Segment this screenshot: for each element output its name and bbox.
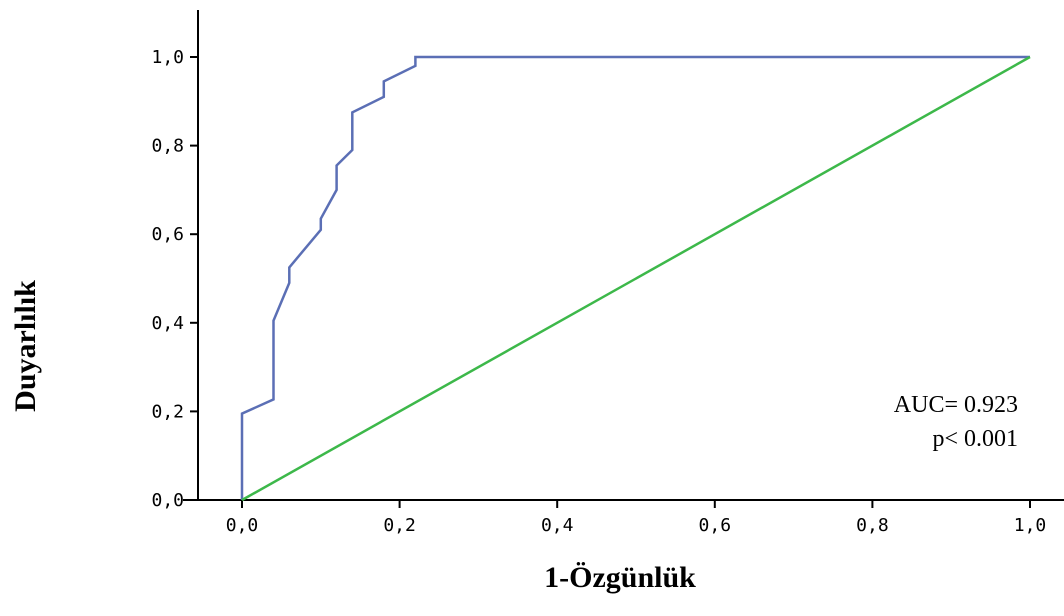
x-axis-title: 1-Özgünlük <box>544 561 696 594</box>
p-value-annotation: p< 0.001 <box>932 426 1018 452</box>
x-tick-label: 0,8 <box>856 515 889 536</box>
y-tick-label: 1,0 <box>151 47 184 68</box>
x-tick-label: 0,0 <box>226 515 259 536</box>
series-layer <box>240 55 1031 502</box>
y-tick-label: 0,8 <box>151 136 184 157</box>
x-tick-label: 0,2 <box>383 515 416 536</box>
y-tick-label: 0,4 <box>151 313 184 334</box>
x-tick-label: 0,6 <box>699 515 732 536</box>
auc-annotation: AUC= 0.923 <box>894 392 1018 418</box>
y-tick-label: 0,6 <box>151 224 184 245</box>
x-tick-label: 0,4 <box>541 515 574 536</box>
roc-curve-line <box>240 55 1030 500</box>
y-tick-label: 0,0 <box>151 490 184 511</box>
reference-diagonal-line <box>241 55 1031 502</box>
y-axis-title: Duyarlılık <box>9 280 42 412</box>
axes: 0,0 0,2 0,4 0,6 0,8 1,0 0,0 0,2 0,4 0,6 0,8 1,0 <box>151 10 1064 536</box>
y-tick-label: 0,2 <box>151 401 184 422</box>
x-tick-label: 1,0 <box>1014 515 1047 536</box>
